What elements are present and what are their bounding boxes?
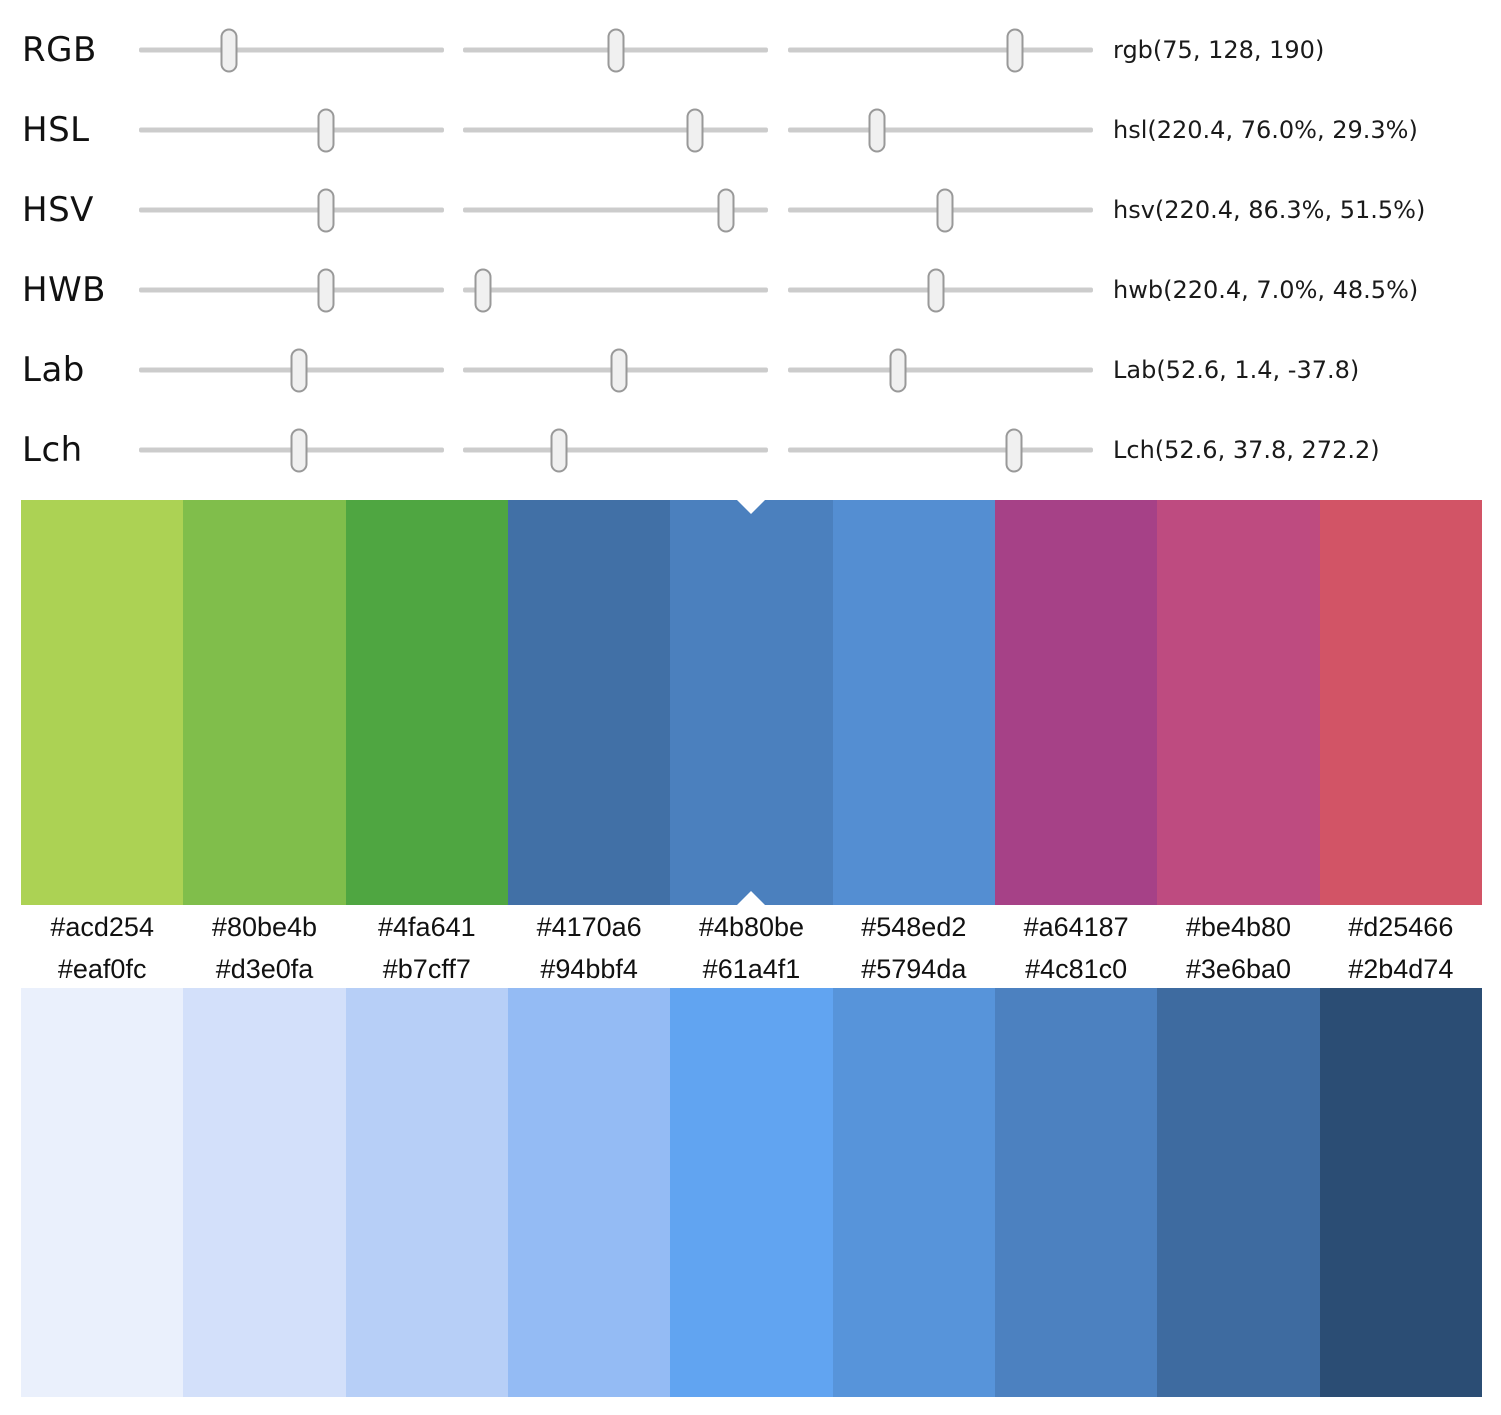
hue-hex-label-6: #548ed2 <box>861 912 967 942</box>
slider-row-lch: Lch Lch(52.6, 37.8, 272.2) <box>0 410 1501 490</box>
lightness-hex-label-2: #d3e0fa <box>215 953 314 984</box>
lch-slider-thumb-1[interactable] <box>290 428 308 472</box>
lightness-hex-label-8: #3e6ba0 <box>1185 953 1292 984</box>
slider-panel: RGB rgb(75, 128, 190) HSL hsl(220.4, 76.0%,… <box>0 10 1501 490</box>
lightness-swatch-9[interactable] <box>1319 988 1482 1397</box>
hue-hex-label-9: #d25466 <box>1348 912 1454 942</box>
lightness-swatch-4[interactable] <box>507 988 671 1397</box>
lightness-swatch-6[interactable] <box>832 988 995 1397</box>
slider-group-label-lab: Lab <box>22 350 85 390</box>
hsv-slider-thumb-2[interactable] <box>717 188 735 232</box>
hue-hex-label-4: #4170a6 <box>536 912 642 942</box>
rgb-slider-track-2[interactable] <box>463 28 768 72</box>
color-value-text-rgb: rgb(75, 128, 190) <box>1113 36 1325 64</box>
hsl-slider-track-1[interactable] <box>139 108 444 152</box>
hsv-slider-track-2[interactable] <box>463 188 768 232</box>
hue-swatch-2[interactable] <box>183 500 346 905</box>
lab-slider-track-3[interactable] <box>788 348 1093 392</box>
slider-row-hsl: HSL hsl(220.4, 76.0%, 29.3%) <box>0 90 1501 170</box>
hue-swatch-1[interactable] <box>21 500 184 905</box>
hue-swatch-8[interactable] <box>1157 500 1320 905</box>
lab-slider-thumb-2[interactable] <box>610 348 628 392</box>
hue-hex-label-5: #4b80be <box>698 912 805 942</box>
selected-color-notch-top <box>737 500 766 514</box>
rgb-slider-thumb-3[interactable] <box>1006 28 1024 72</box>
hue-swatch-9[interactable] <box>1319 500 1482 905</box>
selected-color-notch-bottom <box>737 891 766 905</box>
hue-swatch-3[interactable] <box>345 500 508 905</box>
color-value-text-lab: Lab(52.6, 1.4, -37.8) <box>1113 356 1360 384</box>
lab-slider-track-2[interactable] <box>463 348 768 392</box>
lab-slider-thumb-3[interactable] <box>889 348 907 392</box>
lightness-hex-label-1: #eaf0fc <box>57 953 147 984</box>
slider-group-label-lch: Lch <box>22 430 83 470</box>
color-value-text-hsl: hsl(220.4, 76.0%, 29.3%) <box>1113 116 1418 144</box>
hue-hex-label-2: #80be4b <box>211 912 318 942</box>
lch-slider-thumb-2[interactable] <box>550 428 568 472</box>
hwb-slider-thumb-2[interactable] <box>474 268 492 312</box>
hsv-slider-track-3[interactable] <box>788 188 1093 232</box>
rgb-slider-thumb-1[interactable] <box>220 28 238 72</box>
hue-swatch-4[interactable] <box>507 500 671 905</box>
hue-swatch-5[interactable] <box>670 500 833 905</box>
hue-swatch-6[interactable] <box>832 500 995 905</box>
lightness-hex-label-7: #4c81c0 <box>1025 953 1128 984</box>
hwb-slider-thumb-3[interactable] <box>927 268 945 312</box>
lch-slider-track-1[interactable] <box>139 428 444 472</box>
lightness-swatch-5[interactable] <box>670 988 833 1397</box>
hue-hex-label-7: #a64187 <box>1023 912 1129 942</box>
hsv-slider-thumb-3[interactable] <box>936 188 954 232</box>
slider-group-label-rgb: RGB <box>22 30 97 70</box>
lightness-scale-palette <box>21 988 1482 1397</box>
rgb-slider-track-3[interactable] <box>788 28 1093 72</box>
hsl-slider-track-3[interactable] <box>788 108 1093 152</box>
lightness-hex-label-4: #94bbf4 <box>540 953 638 984</box>
slider-group-label-hsl: HSL <box>22 110 90 150</box>
rgb-slider-track-1[interactable] <box>139 28 444 72</box>
hsl-slider-thumb-3[interactable] <box>868 108 886 152</box>
hue-hex-label-8: #be4b80 <box>1185 912 1292 942</box>
lightness-scale-hex-labels: #eaf0fc #d3e0fa #b7cff7 #94bbf4 #61a4f1 #5794… <box>21 950 1482 988</box>
lab-slider-track-1[interactable] <box>139 348 444 392</box>
color-value-text-hsv: hsv(220.4, 86.3%, 51.5%) <box>1113 196 1426 224</box>
lch-slider-track-2[interactable] <box>463 428 768 472</box>
slider-row-hsv: HSV hsv(220.4, 86.3%, 51.5%) <box>0 170 1501 250</box>
lightness-hex-label-5: #61a4f1 <box>702 953 801 984</box>
lightness-swatch-1[interactable] <box>21 988 184 1397</box>
lab-slider-thumb-1[interactable] <box>290 348 308 392</box>
hsl-slider-thumb-1[interactable] <box>317 108 335 152</box>
hwb-slider-track-1[interactable] <box>139 268 444 312</box>
color-value-text-hwb: hwb(220.4, 7.0%, 48.5%) <box>1113 276 1419 304</box>
slider-row-hwb: HWB hwb(220.4, 7.0%, 48.5%) <box>0 250 1501 330</box>
hsv-slider-thumb-1[interactable] <box>317 188 335 232</box>
hue-swatch-7[interactable] <box>994 500 1158 905</box>
lightness-hex-label-9: #2b4d74 <box>1348 953 1454 984</box>
lch-slider-thumb-3[interactable] <box>1005 428 1023 472</box>
lightness-swatch-2[interactable] <box>183 988 346 1397</box>
hue-hex-label-3: #4fa641 <box>378 912 476 942</box>
slider-row-lab: Lab Lab(52.6, 1.4, -37.8) <box>0 330 1501 410</box>
hue-scale-palette <box>21 500 1482 905</box>
lightness-swatch-3[interactable] <box>345 988 508 1397</box>
lch-slider-track-3[interactable] <box>788 428 1093 472</box>
hsv-slider-track-1[interactable] <box>139 188 444 232</box>
hue-scale-hex-labels: #acd254 #80be4b #4fa641 #4170a6 #4b80be #548e… <box>21 905 1482 950</box>
slider-row-rgb: RGB rgb(75, 128, 190) <box>0 10 1501 90</box>
hwb-slider-track-3[interactable] <box>788 268 1093 312</box>
color-value-text-lch: Lch(52.6, 37.8, 272.2) <box>1113 436 1380 464</box>
slider-group-label-hsv: HSV <box>22 190 94 230</box>
hsl-slider-thumb-2[interactable] <box>686 108 704 152</box>
hwb-slider-track-2[interactable] <box>463 268 768 312</box>
lightness-swatch-7[interactable] <box>994 988 1158 1397</box>
hue-hex-label-1: #acd254 <box>50 912 154 942</box>
lightness-hex-label-6: #5794da <box>861 953 967 984</box>
hsl-slider-track-2[interactable] <box>463 108 768 152</box>
hwb-slider-thumb-1[interactable] <box>317 268 335 312</box>
lightness-swatch-8[interactable] <box>1157 988 1320 1397</box>
lightness-hex-label-3: #b7cff7 <box>382 953 471 984</box>
rgb-slider-thumb-2[interactable] <box>607 28 625 72</box>
slider-group-label-hwb: HWB <box>22 270 107 310</box>
